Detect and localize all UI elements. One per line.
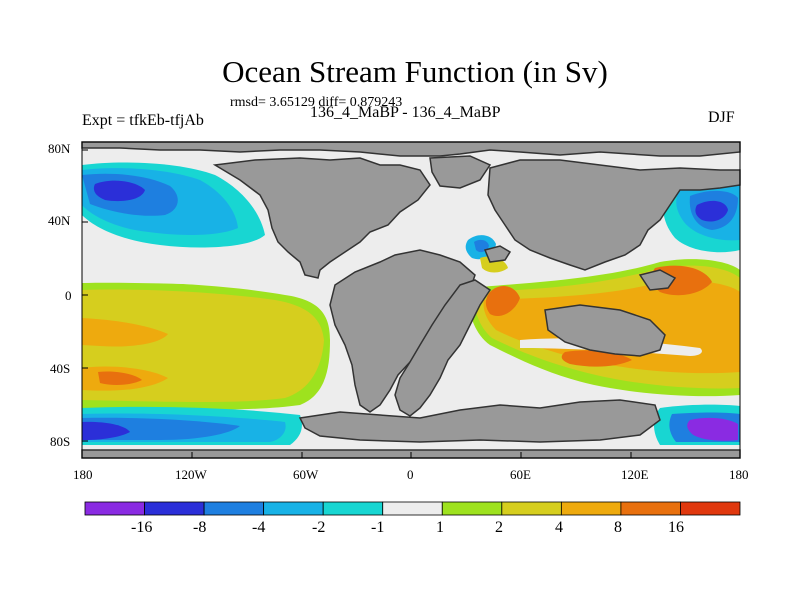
colorbar-label-m2: -2 bbox=[312, 519, 326, 536]
indian-north-negative-inner bbox=[474, 239, 489, 253]
experiment-label: Expt = tfkEb-tfjAb bbox=[82, 112, 204, 129]
colorbar-swatch bbox=[263, 501, 324, 516]
plot-title: Ocean Stream Function (in Sv) bbox=[222, 54, 608, 89]
south-pacific-field-orange bbox=[82, 318, 168, 347]
colorbar-label-m8: -8 bbox=[193, 519, 207, 536]
colorbar-label-m16: -16 bbox=[131, 519, 153, 536]
continents bbox=[81, 141, 741, 459]
arctic-land bbox=[81, 141, 741, 157]
south-pacific-field-red bbox=[98, 371, 142, 385]
x-tick-180-left: 180 bbox=[73, 467, 93, 482]
north-pacific-core bbox=[93, 180, 145, 202]
colorbar-swatch bbox=[441, 501, 503, 516]
indo-pacific-field-redorange-1 bbox=[485, 286, 520, 317]
equatorial-pacific-neutral bbox=[82, 264, 300, 290]
colorbar-label-m4: -4 bbox=[252, 519, 266, 536]
eurasia-land bbox=[487, 159, 741, 271]
axis-ticks bbox=[81, 149, 741, 458]
nw-pacific-core bbox=[695, 200, 728, 222]
colorbar-swatch bbox=[620, 501, 681, 516]
southern-ocean-core bbox=[82, 421, 130, 440]
period-label: 136_4_MaBP - 136_4_MaBP bbox=[310, 104, 501, 121]
season-label: DJF bbox=[708, 109, 735, 126]
y-tick-80n: 80N bbox=[48, 141, 71, 156]
colorbar-label-1: 1 bbox=[436, 519, 444, 536]
colorbar-swatch bbox=[144, 501, 205, 516]
north-america-land bbox=[212, 157, 431, 279]
stats-label: rmsd= 3.65129 diff= 0.879243 bbox=[230, 95, 403, 110]
colorbar-label-4: 4 bbox=[555, 519, 563, 536]
antarctica-shelf bbox=[298, 399, 661, 443]
australia-land bbox=[544, 304, 666, 357]
africa-land bbox=[394, 279, 492, 417]
x-tick-60w: 60W bbox=[293, 467, 319, 482]
colorbar-swatch bbox=[84, 501, 145, 516]
y-tick-40n: 40N bbox=[48, 213, 71, 228]
colorbar-label-m1: -1 bbox=[371, 519, 385, 536]
greenland-land bbox=[429, 155, 492, 189]
x-tick-60e: 60E bbox=[510, 467, 531, 482]
colorbar-label-2: 2 bbox=[495, 519, 503, 536]
colorbar-swatch bbox=[322, 501, 384, 516]
x-tick-120e: 120E bbox=[621, 467, 649, 482]
mediterranean-island bbox=[483, 245, 512, 263]
southern-ocean-right-core bbox=[687, 417, 738, 441]
x-tick-0: 0 bbox=[407, 467, 414, 482]
colorbar-swatch bbox=[382, 501, 443, 516]
colorbar-swatch bbox=[203, 501, 265, 516]
colorbar-swatch bbox=[560, 501, 622, 516]
y-tick-40s: 40S bbox=[50, 361, 71, 376]
colorbar bbox=[84, 501, 741, 516]
indonesian-islands bbox=[638, 269, 677, 291]
colorbar-label-8: 8 bbox=[614, 519, 622, 536]
y-tick-80s: 80S bbox=[50, 434, 71, 449]
x-tick-180-right: 180 bbox=[729, 467, 749, 482]
y-tick-0: 0 bbox=[65, 288, 72, 303]
x-tick-120w: 120W bbox=[175, 467, 207, 482]
colorbar-swatch bbox=[680, 501, 741, 516]
colorbar-label-16: 16 bbox=[668, 519, 684, 536]
colorbar-swatch bbox=[501, 501, 562, 516]
